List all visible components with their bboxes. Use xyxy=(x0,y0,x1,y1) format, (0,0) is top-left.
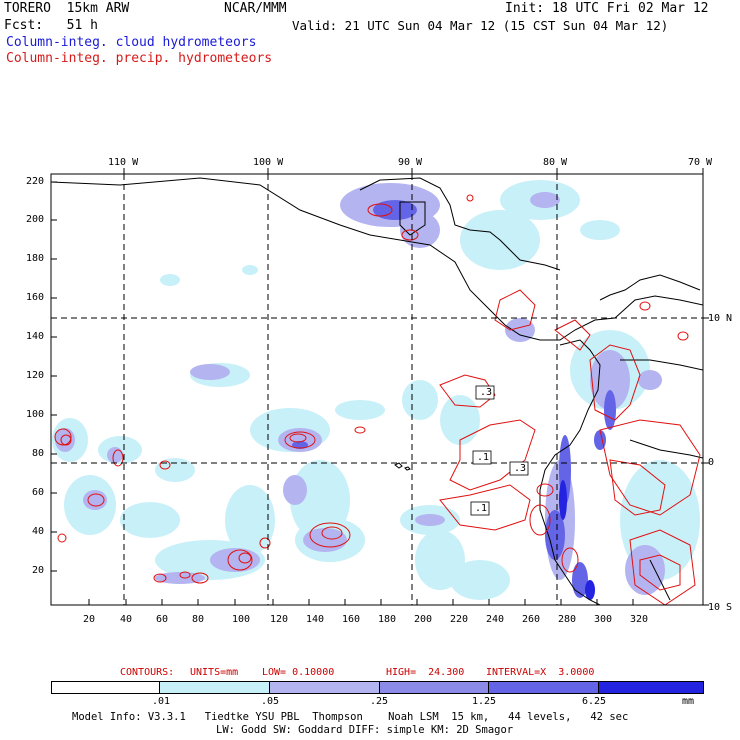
lon-label-100w: 100 W xyxy=(253,157,284,168)
contour-label-boxes xyxy=(470,385,529,516)
color-bar-segment xyxy=(52,682,160,693)
contours-low: LOW= 0.10000 xyxy=(262,667,335,678)
color-bar-segment xyxy=(489,682,599,693)
x-tick: 40 xyxy=(120,614,133,625)
contours-label: CONTOURS: xyxy=(120,667,175,678)
x-tick: 60 xyxy=(156,614,169,625)
coastlines xyxy=(51,177,703,605)
color-bar-label: .01 xyxy=(152,696,171,707)
lat-label-10n: 10 N xyxy=(708,313,733,324)
x-tick: 300 xyxy=(594,614,613,625)
y-tick: 120 xyxy=(26,370,45,381)
x-tick: 200 xyxy=(414,614,433,625)
y-tick: 60 xyxy=(32,487,45,498)
color-bar-label: .05 xyxy=(261,696,280,707)
x-tick: 160 xyxy=(342,614,361,625)
color-bar-segment xyxy=(599,682,703,693)
contours-high: HIGH= 24.300 xyxy=(386,667,465,678)
y-tick: 140 xyxy=(26,331,45,342)
color-bar xyxy=(51,681,704,694)
model-title: TORERO 15km ARW xyxy=(4,1,130,16)
y-tick: 20 xyxy=(32,565,45,576)
x-tick: 320 xyxy=(630,614,649,625)
x-tick: 80 xyxy=(192,614,205,625)
x-tick: 260 xyxy=(522,614,541,625)
lon-label-70w: 70 W xyxy=(688,157,713,168)
y-tick: 220 xyxy=(26,176,45,187)
lat-label-0: 0 xyxy=(708,457,715,468)
color-bar-segment xyxy=(270,682,380,693)
cloud-shading-max xyxy=(559,480,595,600)
x-tick: 280 xyxy=(558,614,577,625)
lon-label-90w: 90 W xyxy=(398,157,423,168)
model-info-line2: LW: Godd SW: Goddard DIFF: simple KM: 2D… xyxy=(216,724,514,736)
x-tick: 20 xyxy=(83,614,96,625)
precip-legend: Column-integ. precip. hydrometeors xyxy=(6,51,273,66)
contours-units: UNITS=mm xyxy=(190,667,239,678)
x-tick: 120 xyxy=(270,614,289,625)
x-tick: 100 xyxy=(232,614,251,625)
valid-time: Valid: 21 UTC Sun 04 Mar 12 (15 CST Sun … xyxy=(292,18,669,33)
contour-label: .3 xyxy=(514,463,527,474)
x-tick: 240 xyxy=(486,614,505,625)
color-bar-segment xyxy=(380,682,489,693)
contour-label: .1 xyxy=(477,452,490,463)
color-bar-unit: mm xyxy=(682,696,695,707)
model-info-line1: Model Info: V3.3.1 Tiedtke YSU PBL Thomp… xyxy=(72,711,629,723)
color-bar-label: 6.25 xyxy=(582,696,607,707)
x-tick: 180 xyxy=(378,614,397,625)
axis-ticks xyxy=(51,168,709,606)
color-bar-label: .25 xyxy=(370,696,389,707)
graticule xyxy=(51,174,703,605)
y-tick: 160 xyxy=(26,292,45,303)
plot-frame xyxy=(50,173,704,606)
init-time: Init: 18 UTC Fri 02 Mar 12 xyxy=(505,1,709,16)
x-tick: 140 xyxy=(306,614,325,625)
lon-label-80w: 80 W xyxy=(543,157,568,168)
contour-label: .3 xyxy=(480,387,493,398)
contours-interval: INTERVAL=X 3.0000 xyxy=(486,667,595,678)
y-tick: 100 xyxy=(26,409,45,420)
lat-label-10s: 10 S xyxy=(708,602,733,613)
y-tick: 200 xyxy=(26,214,45,225)
cloud-legend: Column-integ. cloud hydrometeors xyxy=(6,35,257,50)
x-tick: 220 xyxy=(450,614,469,625)
org-label: NCAR/MMM xyxy=(224,1,287,16)
y-tick: 40 xyxy=(32,526,45,537)
color-bar-label: 1.25 xyxy=(472,696,497,707)
contour-label: .1 xyxy=(475,503,488,514)
lon-label-110w: 110 W xyxy=(108,157,139,168)
color-bar-segment xyxy=(160,682,270,693)
y-tick: 80 xyxy=(32,448,45,459)
forecast-hour: Fcst: 51 h xyxy=(4,18,98,33)
y-tick: 180 xyxy=(26,253,45,264)
